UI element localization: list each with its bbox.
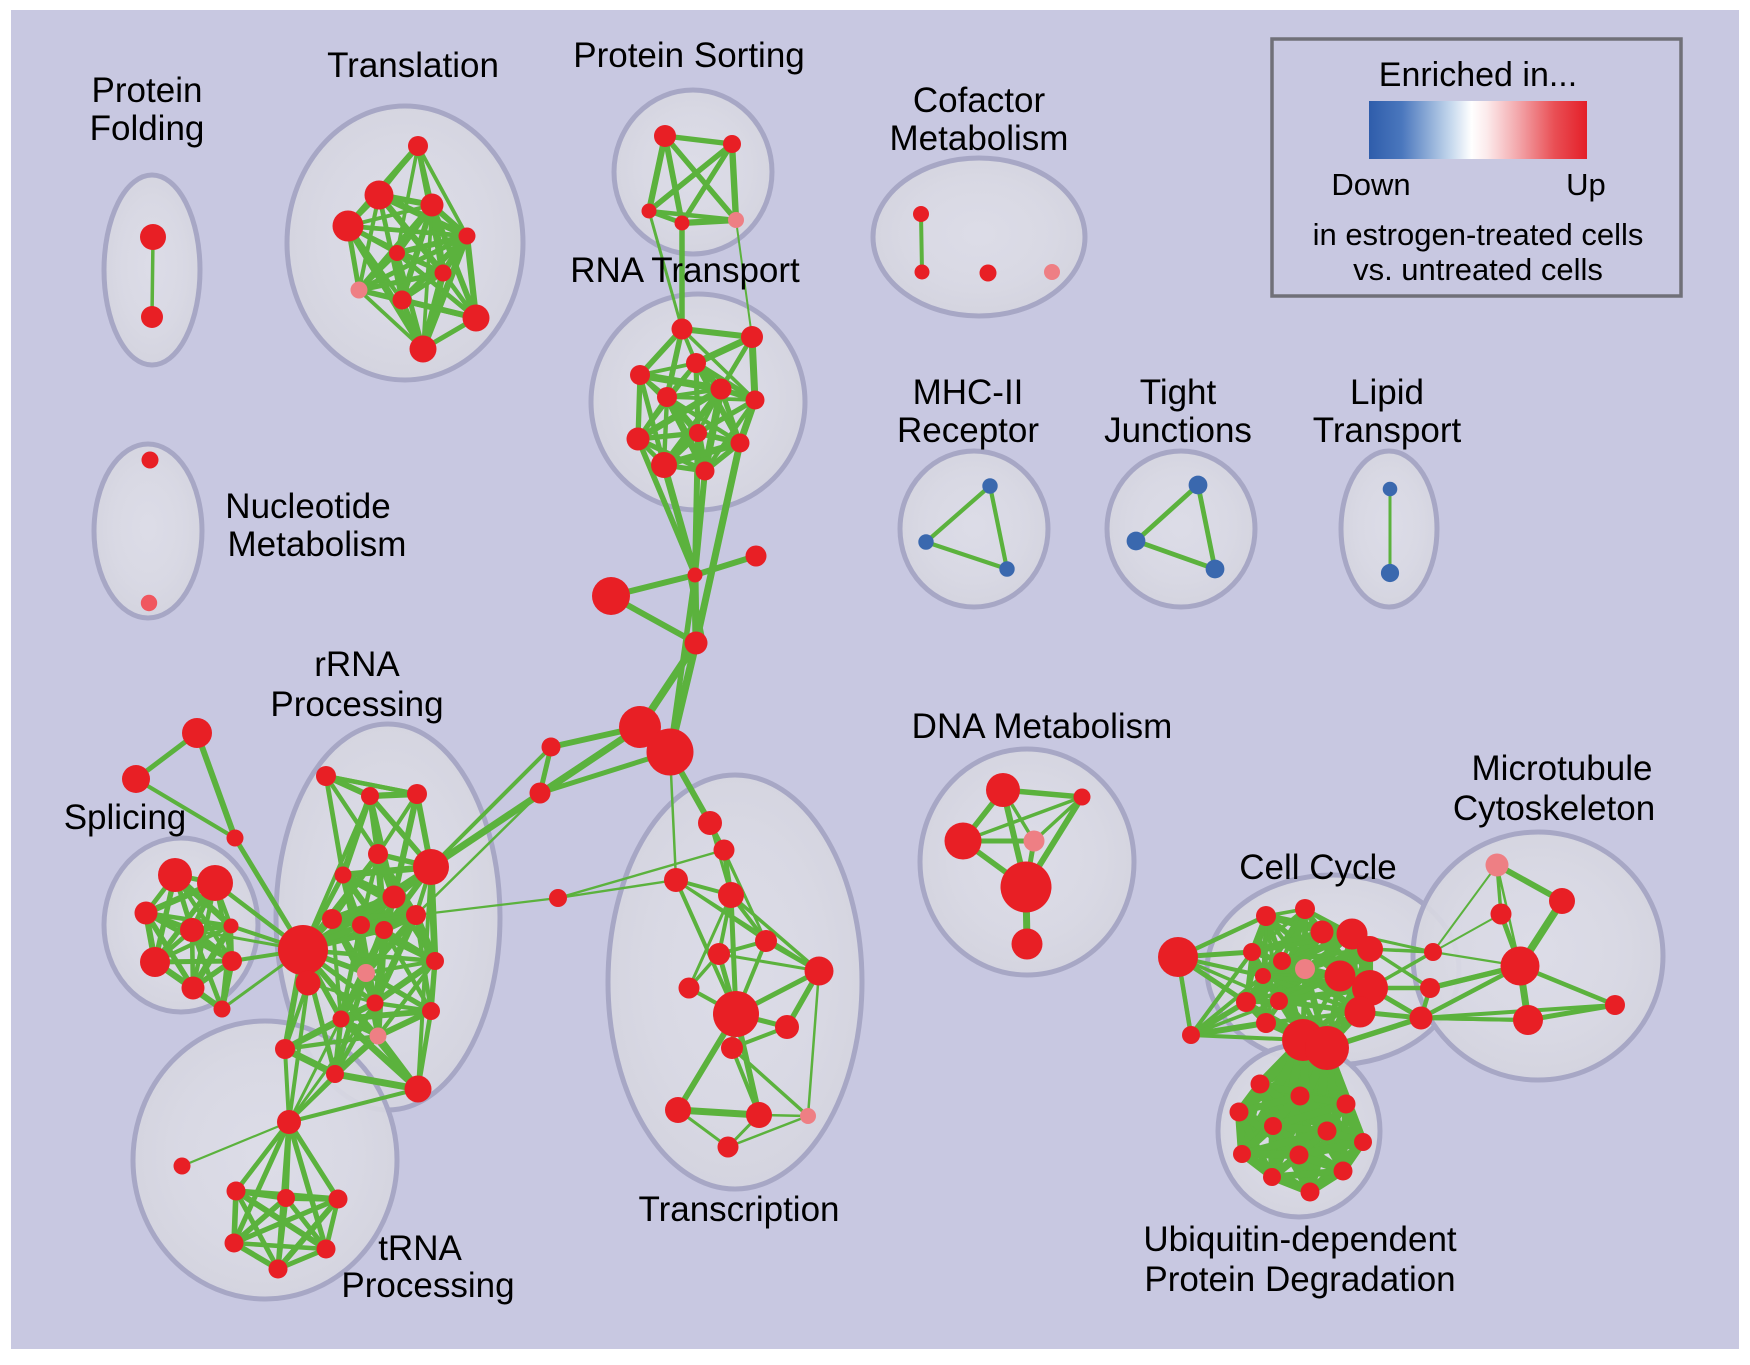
svg-text:in estrogen-treated cells: in estrogen-treated cells bbox=[1313, 217, 1644, 252]
svg-text:RNA Transport: RNA Transport bbox=[570, 251, 800, 290]
svg-text:Translation: Translation bbox=[327, 46, 499, 85]
svg-text:DNA Metabolism: DNA Metabolism bbox=[912, 707, 1173, 746]
svg-text:Up: Up bbox=[1566, 167, 1606, 202]
svg-text:Ubiquitin-dependent: Ubiquitin-dependent bbox=[1143, 1220, 1457, 1259]
svg-text:Enriched in...: Enriched in... bbox=[1379, 56, 1577, 94]
svg-text:Processing: Processing bbox=[341, 1266, 514, 1305]
svg-text:Protein: Protein bbox=[92, 71, 203, 110]
svg-text:Cofactor: Cofactor bbox=[913, 81, 1046, 120]
svg-text:Lipid: Lipid bbox=[1350, 373, 1424, 412]
svg-text:Protein Sorting: Protein Sorting bbox=[573, 36, 805, 75]
svg-text:Microtubule: Microtubule bbox=[1472, 749, 1653, 788]
svg-text:Protein Degradation: Protein Degradation bbox=[1144, 1260, 1455, 1299]
svg-text:tRNA: tRNA bbox=[378, 1229, 462, 1268]
svg-text:Metabolism: Metabolism bbox=[890, 119, 1069, 158]
svg-text:MHC-II: MHC-II bbox=[913, 373, 1024, 412]
svg-text:vs. untreated cells: vs. untreated cells bbox=[1353, 252, 1603, 287]
svg-text:Transcription: Transcription bbox=[639, 1190, 840, 1229]
svg-text:Metabolism: Metabolism bbox=[228, 525, 407, 564]
svg-text:Folding: Folding bbox=[90, 109, 205, 148]
svg-text:Cell Cycle: Cell Cycle bbox=[1239, 848, 1397, 887]
svg-text:Nucleotide: Nucleotide bbox=[225, 487, 390, 526]
svg-text:rRNA: rRNA bbox=[314, 645, 400, 684]
svg-text:Down: Down bbox=[1331, 167, 1410, 202]
svg-text:Tight: Tight bbox=[1140, 373, 1217, 412]
svg-text:Processing: Processing bbox=[270, 685, 443, 724]
svg-text:Junctions: Junctions bbox=[1104, 411, 1252, 450]
svg-text:Transport: Transport bbox=[1313, 411, 1462, 450]
svg-text:Receptor: Receptor bbox=[897, 411, 1039, 450]
svg-text:Splicing: Splicing bbox=[64, 798, 187, 837]
svg-text:Cytoskeleton: Cytoskeleton bbox=[1453, 789, 1655, 828]
